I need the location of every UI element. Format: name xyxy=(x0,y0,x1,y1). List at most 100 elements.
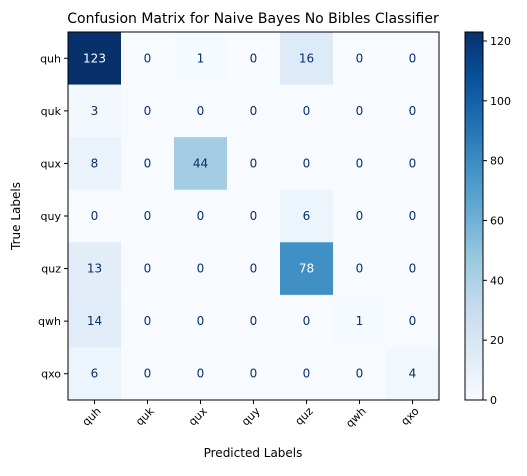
cell-value-label: 0 xyxy=(197,209,205,223)
colorbar xyxy=(464,31,484,401)
cell-value-label: 0 xyxy=(303,104,311,118)
colorbar-tick-label: 60 xyxy=(490,214,504,227)
cell-value-label: 0 xyxy=(409,51,417,65)
cell-value-label: 0 xyxy=(356,209,364,223)
colorbar-tick-label: 120 xyxy=(490,35,511,48)
heatmap-cell xyxy=(227,347,281,401)
heatmap-cell xyxy=(333,294,387,348)
heatmap-cell xyxy=(68,347,122,401)
cell-value-label: 0 xyxy=(356,262,364,276)
heatmap-cell xyxy=(280,294,334,348)
heatmap-cells xyxy=(68,32,440,401)
heatmap-cell xyxy=(386,84,440,138)
cell-value-label: 44 xyxy=(193,156,208,170)
cell-value-label: 0 xyxy=(356,367,364,381)
y-tick-label: quy xyxy=(41,210,62,223)
x-tick-label: quh xyxy=(80,405,104,429)
heatmap-cell xyxy=(68,32,122,86)
cell-value-label: 0 xyxy=(303,367,311,381)
cell-value-label: 0 xyxy=(250,104,258,118)
x-axis-label: Predicted Labels xyxy=(204,446,303,460)
heatmap-cell xyxy=(174,347,228,401)
heatmap-cell xyxy=(227,84,281,138)
y-axis-label: True Labels xyxy=(9,182,23,251)
heatmap-cell xyxy=(386,32,440,86)
heatmap-cell xyxy=(227,137,281,191)
cell-value-label: 0 xyxy=(409,314,417,328)
colorbar-tick-label: 80 xyxy=(490,155,504,168)
heatmap-cell xyxy=(174,242,228,296)
x-tick-label: qux xyxy=(186,404,210,428)
y-tick-label: quz xyxy=(41,263,61,276)
x-tick-label: qxo xyxy=(398,405,421,428)
heatmap-cell xyxy=(174,294,228,348)
x-tick-label: quy xyxy=(239,404,263,428)
heatmap-cell xyxy=(68,242,122,296)
heatmap-cell xyxy=(68,189,122,243)
heatmap-cell xyxy=(227,242,281,296)
cell-value-label: 0 xyxy=(250,367,258,381)
heatmap-cell xyxy=(280,32,334,86)
heatmap-cell xyxy=(68,294,122,348)
cell-value-label: 0 xyxy=(91,209,99,223)
colorbar-tick-label: 0 xyxy=(490,394,497,407)
cell-value-label: 0 xyxy=(409,104,417,118)
cell-value-label: 3 xyxy=(91,104,99,118)
heatmap-cell xyxy=(333,242,387,296)
cell-value-label: 13 xyxy=(87,262,102,276)
y-axis-ticks: quh quk qux quy quz qwh qxo xyxy=(38,52,68,381)
cell-value-label: 0 xyxy=(144,156,152,170)
cell-value-label: 1 xyxy=(197,51,205,65)
heatmap-cell xyxy=(333,347,387,401)
heatmap-cell xyxy=(121,137,175,191)
cell-value-label: 0 xyxy=(197,367,205,381)
cell-value-label: 4 xyxy=(409,367,417,381)
cell-value-label: 0 xyxy=(144,104,152,118)
x-axis-ticks: quh quk qux quy quz qwh qxo xyxy=(80,400,422,430)
cell-value-label: 0 xyxy=(144,262,152,276)
cell-value-label: 0 xyxy=(356,104,364,118)
colorbar-tick-label: 100 xyxy=(490,95,511,108)
y-tick-label: quk xyxy=(41,105,62,118)
heatmap-cell xyxy=(227,294,281,348)
cell-value-label: 123 xyxy=(83,51,106,65)
cell-value-label: 78 xyxy=(299,262,314,276)
heatmap-cell xyxy=(386,294,440,348)
cell-value-label: 14 xyxy=(87,314,102,328)
heatmap-cell xyxy=(68,84,122,138)
cell-value-label: 0 xyxy=(250,314,258,328)
cell-value-label: 0 xyxy=(250,156,258,170)
heatmap-cell xyxy=(227,32,281,86)
cell-value-label: 0 xyxy=(197,314,205,328)
cell-value-label: 0 xyxy=(197,262,205,276)
cell-value-label: 16 xyxy=(299,51,314,65)
heatmap-cell xyxy=(386,137,440,191)
cell-value-label: 0 xyxy=(144,209,152,223)
cell-value-label: 0 xyxy=(409,156,417,170)
heatmap-cell xyxy=(280,137,334,191)
heatmap-cell-labels: 123 0 1 0 16 0 0 3 0 0 0 0 0 0 8 0 44 0 0 0 0 0 0 0 0 6 0 0 13 0 0 0 78 0… xyxy=(83,51,416,380)
cell-value-label: 1 xyxy=(356,314,364,328)
heatmap-cell xyxy=(121,242,175,296)
cell-value-label: 0 xyxy=(409,209,417,223)
heatmap-cell xyxy=(386,347,440,401)
heatmap-cell xyxy=(121,347,175,401)
heatmap-cell xyxy=(68,137,122,191)
heatmap-cell xyxy=(333,84,387,138)
cell-value-label: 0 xyxy=(356,51,364,65)
cell-value-label: 8 xyxy=(91,156,99,170)
cell-value-label: 6 xyxy=(91,367,99,381)
cell-value-label: 0 xyxy=(303,156,311,170)
cell-value-label: 0 xyxy=(356,156,364,170)
heatmap-cell xyxy=(121,84,175,138)
cell-value-label: 0 xyxy=(250,262,258,276)
x-tick-label: qwh xyxy=(343,405,368,430)
cell-value-label: 0 xyxy=(144,314,152,328)
heatmap-cell xyxy=(121,189,175,243)
heatmap-cell xyxy=(333,137,387,191)
heatmap-cell xyxy=(333,32,387,86)
heatmap-cell xyxy=(333,189,387,243)
chart-title: Confusion Matrix for Naive Bayes No Bibl… xyxy=(67,11,439,27)
